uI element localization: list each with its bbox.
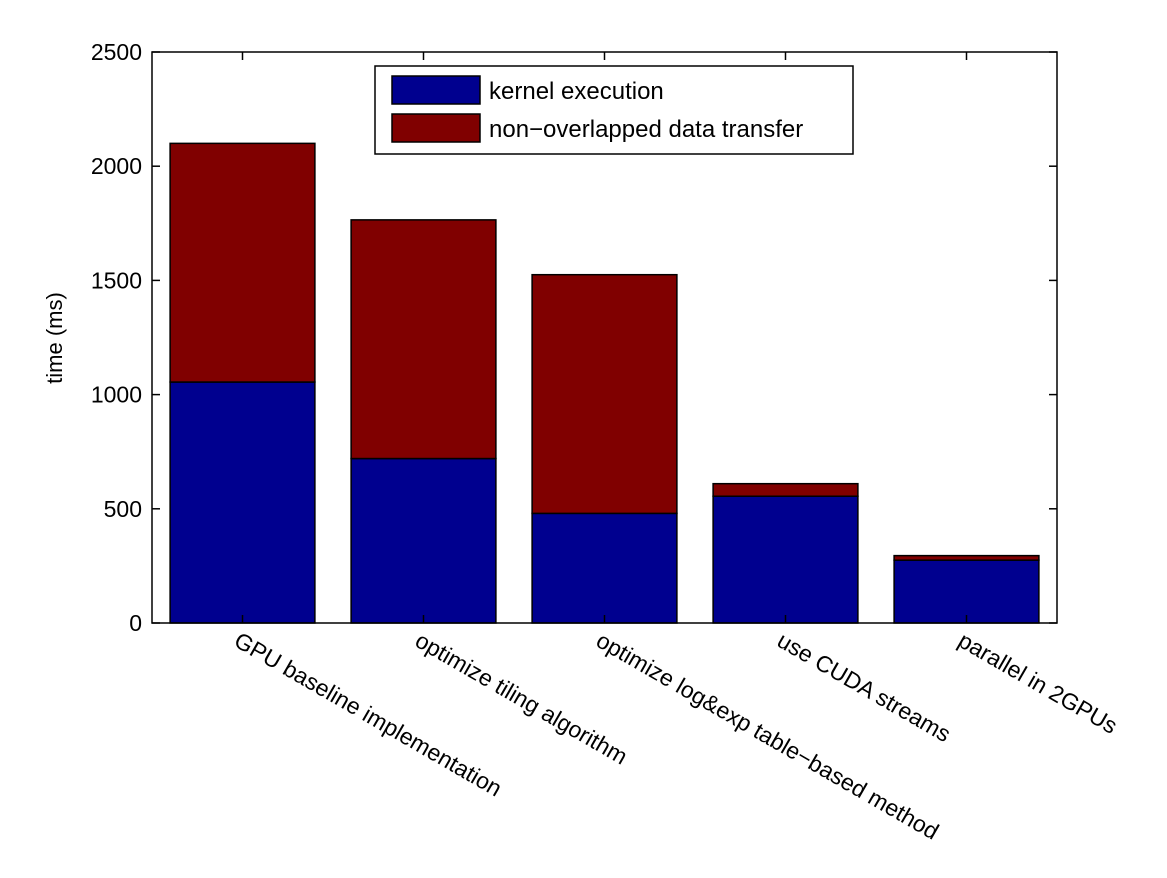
y-tick-label: 500 [104, 496, 142, 522]
x-tick-label: optimize log&exp table−based method [592, 627, 943, 845]
bars-layer [169, 142, 1040, 624]
bar-data-transfer-3 [531, 273, 678, 515]
bar-kernel-execution-4 [712, 495, 859, 624]
x-tick-label: parallel in 2GPUs [954, 627, 1122, 739]
bar-kernel-execution-1 [169, 381, 316, 624]
x-tick-label: use CUDA streams [773, 627, 955, 747]
y-tick-label: 1000 [91, 382, 142, 408]
y-tick-label: 1500 [91, 267, 142, 293]
y-tick-label: 2000 [91, 153, 142, 179]
bar-kernel-execution-5 [893, 559, 1040, 624]
bar-data-transfer-2 [350, 219, 497, 460]
bar-data-transfer-5 [893, 554, 1040, 561]
legend-swatch-1 [391, 75, 481, 105]
legend-label-1: kernel execution [489, 78, 664, 105]
bar-kernel-execution-2 [350, 457, 497, 624]
y-tick-label: 0 [129, 610, 142, 636]
legend: kernel execution non−overlapped data tran… [374, 65, 854, 155]
legend-swatch-2 [391, 113, 481, 143]
bar-kernel-execution-3 [531, 512, 678, 624]
bar-data-transfer-4 [712, 482, 859, 497]
y-axis-label: time (ms) [42, 292, 67, 384]
axes-box [151, 51, 1058, 624]
bar-data-transfer-1 [169, 142, 316, 383]
y-tick-label: 2500 [91, 39, 142, 65]
legend-label-2: non−overlapped data transfer [489, 116, 803, 143]
